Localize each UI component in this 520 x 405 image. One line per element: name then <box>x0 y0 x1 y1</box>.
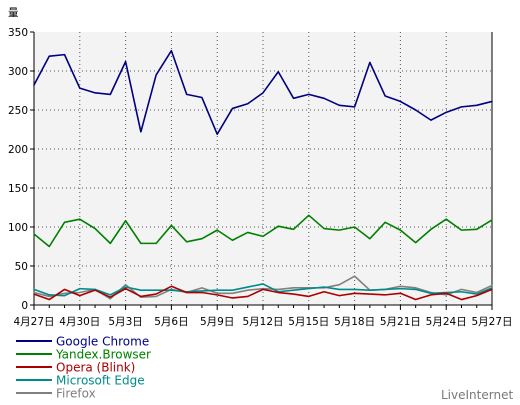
series-line-google-chrome <box>33 49 493 135</box>
x-tick-label: 4月30日 <box>59 316 100 328</box>
y-tick-label: 150 <box>8 183 28 195</box>
series-line-opera-blink <box>33 285 493 301</box>
y-tick-label: 200 <box>8 144 28 156</box>
x-tick-label: 5月27日 <box>471 316 512 328</box>
x-tick-label: 5月21日 <box>380 316 421 328</box>
y-tick-label: 50 <box>15 261 28 273</box>
legend-label: Google Chrome <box>56 335 149 349</box>
series-line-microsoft-edge <box>33 283 493 297</box>
brand-label: LiveInternet <box>441 388 513 402</box>
x-tick-labels: 4月27日 4月30日 5月3日 5月6日 5月9日 5月12日 5月15日 5月18日 5月2… <box>13 316 512 328</box>
x-tick-label: 5月15日 <box>288 316 329 328</box>
series-lines <box>33 49 493 301</box>
axes <box>30 31 493 310</box>
y-unit-label: 量 <box>8 7 19 19</box>
x-tick-label: 5月12日 <box>242 316 283 328</box>
x-tick-label: 5月24日 <box>426 316 467 328</box>
x-tick-label: 5月9日 <box>200 316 234 328</box>
grid-lines <box>34 32 492 305</box>
x-tick-label: 5月18日 <box>334 316 375 328</box>
x-tick-label: 4月27日 <box>13 316 54 328</box>
legend-label: Yandex.Browser <box>55 348 151 362</box>
y-tick-label: 350 <box>8 27 28 39</box>
y-tick-labels: 0 50 100 150 200 250 300 350 <box>8 27 28 312</box>
y-tick-label: 100 <box>8 222 28 234</box>
series-line-yandex-browser <box>33 214 493 248</box>
y-tick-label: 250 <box>8 105 28 117</box>
y-tick-label: 300 <box>8 66 28 78</box>
legend-label: Opera (Blink) <box>56 361 135 375</box>
legend-label: Firefox <box>56 387 96 401</box>
legend-label: Microsoft Edge <box>56 374 145 388</box>
x-tick-label: 5月6日 <box>154 316 188 328</box>
y-tick-label: 0 <box>21 300 28 312</box>
x-tick-label: 5月3日 <box>108 316 142 328</box>
